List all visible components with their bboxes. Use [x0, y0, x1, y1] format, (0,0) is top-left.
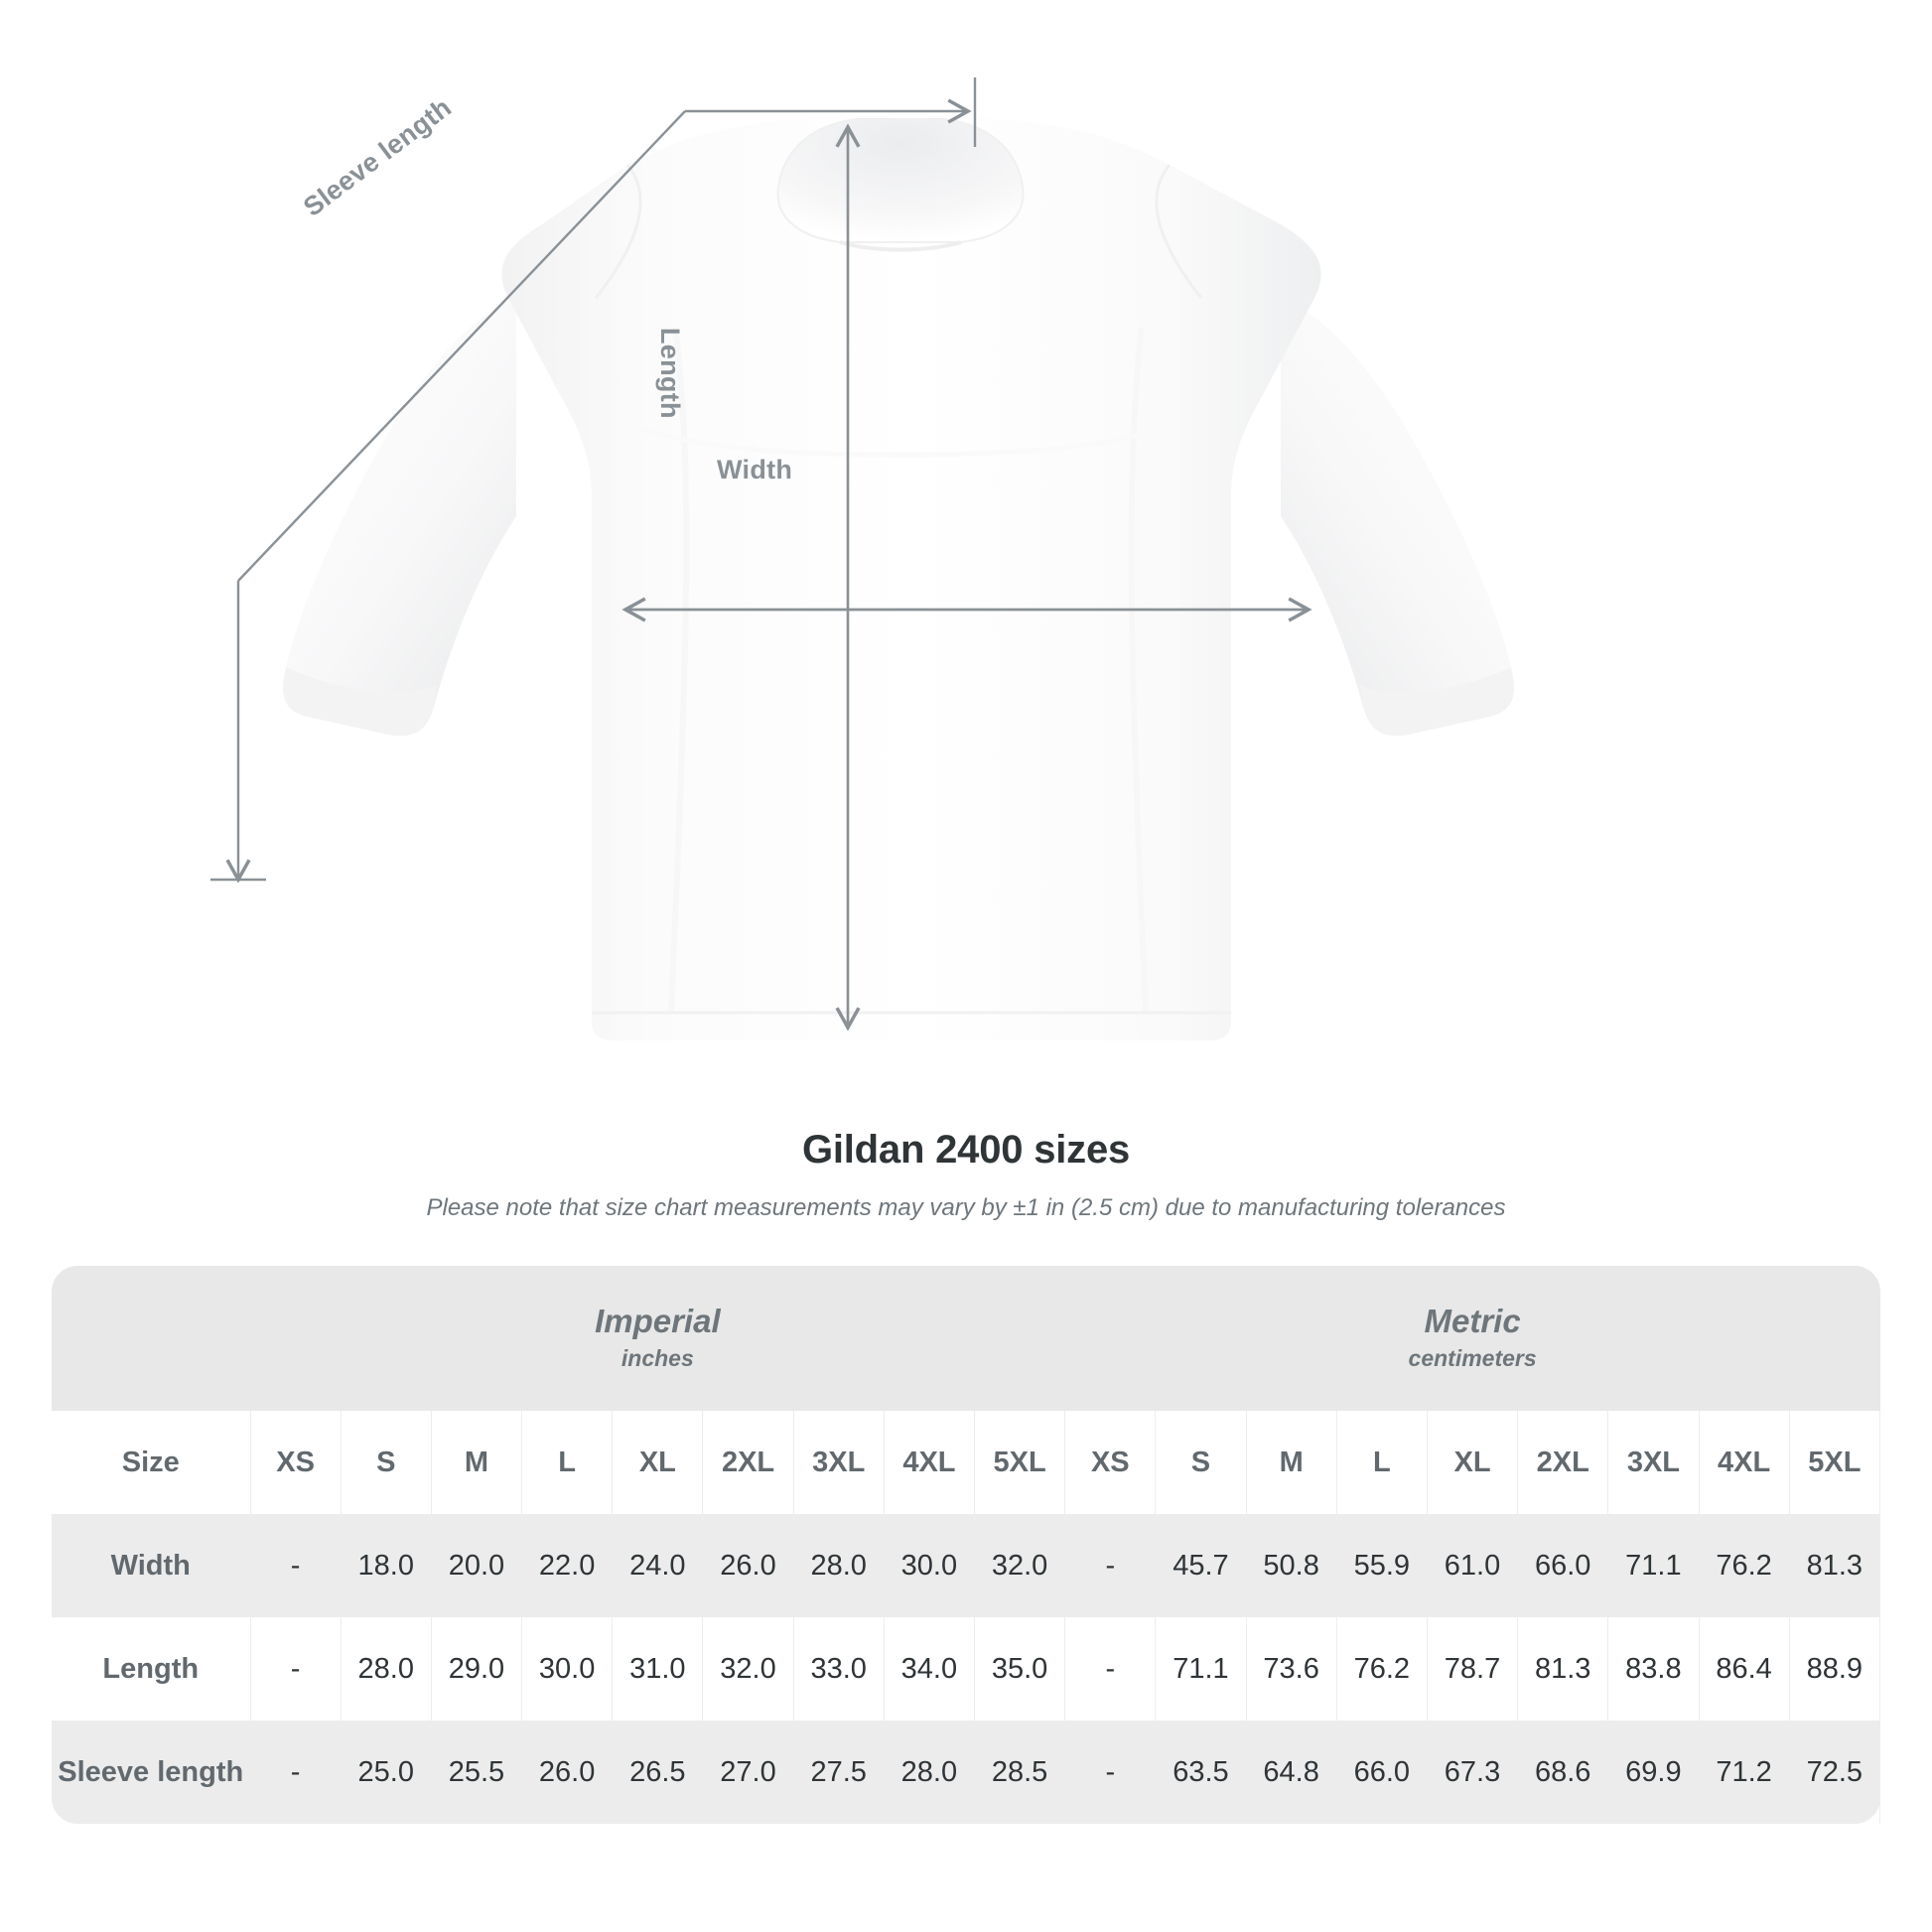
size-col-imperial-5xl: 5XL: [973, 1411, 1066, 1514]
cell-width-imperial-m: 20.0: [430, 1514, 523, 1617]
size-col-imperial-s: S: [340, 1411, 432, 1514]
cell-length-metric-2xl: 81.3: [1517, 1617, 1609, 1721]
cell-length-metric-l: 76.2: [1335, 1617, 1428, 1721]
cell-width-metric-xl: 61.0: [1426, 1514, 1519, 1617]
unit-sub-imperial: inches: [621, 1345, 694, 1372]
cell-sleeve-imperial-l: 26.0: [521, 1721, 614, 1824]
size-col-metric-xl: XL: [1426, 1411, 1519, 1514]
cell-sleeve-imperial-s: 25.0: [340, 1721, 432, 1824]
cell-sleeve-metric-2xl: 68.6: [1517, 1721, 1609, 1824]
size-header-label: Size: [52, 1411, 250, 1514]
unit-name-metric: Metric: [1424, 1303, 1521, 1340]
cell-width-imperial-5xl: 32.0: [973, 1514, 1066, 1617]
row-label-sleeve-length: Sleeve length: [52, 1721, 250, 1824]
cell-length-metric-3xl: 83.8: [1607, 1617, 1700, 1721]
cell-width-metric-3xl: 71.1: [1607, 1514, 1700, 1617]
cell-sleeve-metric-m: 64.8: [1245, 1721, 1337, 1824]
shirt-diagram-svg: [210, 77, 1514, 1040]
cell-width-imperial-l: 22.0: [521, 1514, 614, 1617]
cell-length-metric-s: 71.1: [1155, 1617, 1247, 1721]
size-col-metric-3xl: 3XL: [1607, 1411, 1700, 1514]
cell-length-imperial-3xl: 33.0: [792, 1617, 885, 1721]
size-col-imperial-xl: XL: [612, 1411, 704, 1514]
cell-sleeve-metric-l: 66.0: [1335, 1721, 1428, 1824]
unit-header-imperial: Imperial inches: [250, 1266, 1065, 1411]
table-row-length: Length - 28.0 29.0 30.0 31.0 32.0 33.0 3…: [52, 1617, 1881, 1721]
cell-sleeve-imperial-5xl: 28.5: [973, 1721, 1066, 1824]
title-block: Gildan 2400 sizes Please note that size …: [0, 1122, 1932, 1222]
cell-sleeve-imperial-3xl: 27.5: [792, 1721, 885, 1824]
cell-width-imperial-4xl: 30.0: [883, 1514, 976, 1617]
cell-width-metric-5xl: 81.3: [1788, 1514, 1881, 1617]
row-label-length: Length: [52, 1617, 250, 1721]
cell-length-metric-5xl: 88.9: [1788, 1617, 1881, 1721]
size-col-metric-m: M: [1245, 1411, 1337, 1514]
cell-sleeve-imperial-xs: -: [249, 1721, 342, 1824]
cell-width-imperial-s: 18.0: [340, 1514, 432, 1617]
size-table-wrapper: Imperial inches Metric centimeters Size …: [0, 1266, 1932, 1824]
cell-width-metric-l: 55.9: [1335, 1514, 1428, 1617]
tolerance-note: Please note that size chart measurements…: [426, 1194, 1506, 1221]
size-chart-table: Imperial inches Metric centimeters Size …: [52, 1266, 1881, 1824]
cell-length-imperial-s: 28.0: [340, 1617, 432, 1721]
cell-sleeve-imperial-xl: 26.5: [612, 1721, 704, 1824]
size-col-metric-s: S: [1155, 1411, 1247, 1514]
unit-header-metric: Metric centimeters: [1064, 1266, 1880, 1411]
size-col-metric-2xl: 2XL: [1517, 1411, 1609, 1514]
row-label-width: Width: [52, 1514, 250, 1617]
cell-length-metric-xl: 78.7: [1426, 1617, 1519, 1721]
size-header-row: Size XS S M L XL 2XL 3XL 4XL 5XL XS S M …: [52, 1411, 1881, 1514]
measure-sleeve-length: [210, 77, 977, 884]
cell-length-metric-m: 73.6: [1245, 1617, 1337, 1721]
cell-length-metric-4xl: 86.4: [1698, 1617, 1790, 1721]
page-title: Gildan 2400 sizes: [801, 1128, 1131, 1172]
cell-length-imperial-xs: -: [249, 1617, 342, 1721]
cell-sleeve-metric-4xl: 71.2: [1698, 1721, 1790, 1824]
cell-sleeve-metric-xs: -: [1064, 1721, 1157, 1824]
cell-sleeve-metric-5xl: 72.5: [1788, 1721, 1881, 1824]
cell-length-imperial-l: 30.0: [521, 1617, 614, 1721]
cell-width-metric-4xl: 76.2: [1698, 1514, 1790, 1617]
width-dimension-label: Width: [717, 455, 793, 484]
cell-width-imperial-xs: -: [249, 1514, 342, 1617]
cell-width-metric-xs: -: [1064, 1514, 1157, 1617]
cell-sleeve-imperial-4xl: 28.0: [883, 1721, 976, 1824]
unit-sub-metric: centimeters: [1408, 1345, 1537, 1372]
size-col-imperial-4xl: 4XL: [883, 1411, 976, 1514]
cell-length-imperial-m: 29.0: [430, 1617, 523, 1721]
cell-length-imperial-2xl: 32.0: [702, 1617, 794, 1721]
size-col-metric-5xl: 5XL: [1788, 1411, 1881, 1514]
unit-name-imperial: Imperial: [595, 1303, 721, 1340]
cell-width-metric-2xl: 66.0: [1517, 1514, 1609, 1617]
size-col-imperial-3xl: 3XL: [792, 1411, 885, 1514]
size-col-imperial-l: L: [521, 1411, 614, 1514]
cell-sleeve-metric-s: 63.5: [1155, 1721, 1247, 1824]
size-col-imperial-xs: XS: [249, 1411, 342, 1514]
size-col-imperial-m: M: [430, 1411, 523, 1514]
cell-sleeve-metric-xl: 67.3: [1426, 1721, 1519, 1824]
size-col-imperial-2xl: 2XL: [702, 1411, 794, 1514]
cell-width-metric-s: 45.7: [1155, 1514, 1247, 1617]
cell-length-imperial-4xl: 34.0: [883, 1617, 976, 1721]
unit-header-row: Imperial inches Metric centimeters: [52, 1266, 1880, 1411]
cell-width-imperial-3xl: 28.0: [792, 1514, 885, 1617]
cell-width-imperial-xl: 24.0: [612, 1514, 704, 1617]
length-dimension-label: Length: [655, 328, 685, 419]
cell-width-imperial-2xl: 26.0: [702, 1514, 794, 1617]
cell-sleeve-metric-3xl: 69.9: [1607, 1721, 1700, 1824]
table-row-width: Width - 18.0 20.0 22.0 24.0 26.0 28.0 30…: [52, 1514, 1881, 1617]
size-col-metric-xs: XS: [1064, 1411, 1157, 1514]
cell-length-metric-xs: -: [1064, 1617, 1157, 1721]
cell-sleeve-imperial-2xl: 27.0: [702, 1721, 794, 1824]
size-col-metric-4xl: 4XL: [1698, 1411, 1790, 1514]
size-col-metric-l: L: [1335, 1411, 1428, 1514]
garment-illustration: Sleeve length Length Width: [210, 77, 1514, 1040]
cell-width-metric-m: 50.8: [1245, 1514, 1337, 1617]
shirt-body: [283, 115, 1514, 1040]
table-row-sleeve-length: Sleeve length - 25.0 25.5 26.0 26.5 27.0…: [52, 1721, 1881, 1824]
cell-length-imperial-5xl: 35.0: [973, 1617, 1066, 1721]
cell-length-imperial-xl: 31.0: [612, 1617, 704, 1721]
unit-header-spacer: [52, 1266, 250, 1411]
cell-sleeve-imperial-m: 25.5: [430, 1721, 523, 1824]
